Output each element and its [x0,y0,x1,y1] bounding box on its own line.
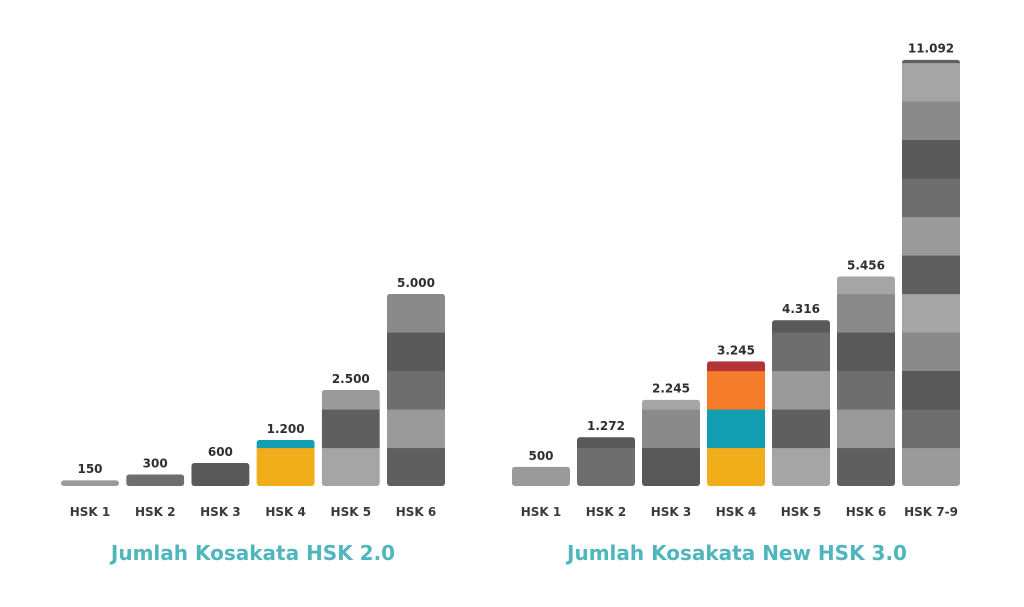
bar-hsk-7-9 [902,59,960,487]
bar-segment [902,101,960,141]
category-label-hsk-6: HSK 6 [846,505,887,519]
category-label-hsk-1: HSK 1 [521,505,562,519]
value-label-hsk-1: 150 [77,462,102,476]
category-label-hsk-4: HSK 4 [265,505,306,519]
category-label-hsk-2: HSK 2 [135,505,176,519]
value-label-hsk-3: 600 [208,445,233,459]
bar-segment [902,370,960,410]
category-label-hsk-3: HSK 3 [651,505,692,519]
bar-segment [387,370,445,410]
bar-hsk-4 [707,361,765,486]
bar-segment [902,59,960,64]
bar-segment [772,370,830,410]
bar-hsk-6 [387,293,445,486]
category-label-hsk-3: HSK 3 [200,505,241,519]
bar-segment [902,255,960,295]
value-label-hsk-5: 2.500 [332,372,370,386]
bar-segment [837,276,895,295]
value-label-hsk-2: 1.272 [587,419,625,433]
bar-segment [321,409,380,449]
bar-hsk-1 [512,466,570,487]
value-label-hsk-6: 5.456 [847,258,885,272]
bar-segment [772,447,830,486]
bar-segment [772,409,830,449]
bar-segment [902,62,960,102]
bar-hsk-2 [126,474,185,487]
bar-segment [707,361,765,372]
category-label-hsk-7-9: HSK 7-9 [904,505,958,519]
bar-segment [387,447,445,486]
bar-hsk-5 [321,389,380,486]
bar-segment [387,293,445,333]
chart-hsk-2: 150 HSK 1 300 HSK 2 600 HSK 3 1.200 HSK 4 2.500 H… [61,276,445,519]
value-label-hsk-3: 2.245 [652,382,690,396]
bar-segment [837,332,895,372]
chart-title-hsk-3: Jumlah Kosakata New HSK 3.0 [565,541,907,565]
bar-segment [837,409,895,449]
bar-hsk-5 [772,320,830,486]
bar-segment [902,216,960,256]
value-label-hsk-7-9: 11.092 [908,42,954,56]
bar-segment [577,437,635,449]
bar-hsk-6 [837,276,895,487]
bar-segment [321,447,380,486]
bar-segment [707,447,765,486]
value-label-hsk-5: 4.316 [782,302,820,316]
bar-segment [837,447,895,487]
value-label-hsk-2: 300 [143,456,168,470]
bar-segment [707,370,765,410]
bar-segment [772,320,830,333]
bar-segment [902,332,960,372]
category-label-hsk-4: HSK 4 [716,505,757,519]
category-label-hsk-6: HSK 6 [396,505,437,519]
chart-title-hsk-2: Jumlah Kosakata HSK 2.0 [109,541,395,565]
bar-hsk-2 [577,437,635,486]
value-label-hsk-6: 5.000 [397,276,435,290]
bar-segment [902,139,960,179]
category-label-hsk-5: HSK 5 [781,505,822,519]
category-label-hsk-5: HSK 5 [331,505,372,519]
bar-segment [387,332,445,372]
bar-segment [642,447,700,486]
bar-segment [387,409,445,449]
bar-hsk-4 [256,439,315,487]
bar-segment [902,293,960,333]
bar-segment [642,409,700,449]
bar-hsk-3 [191,462,250,486]
category-label-hsk-2: HSK 2 [586,505,627,519]
bar-segment [642,399,700,410]
bar-hsk-3 [642,399,700,486]
value-label-hsk-1: 500 [528,449,553,463]
chart-hsk-3: 500 HSK 1 1.272 HSK 2 2.245 HSK 3 3.245 HSK 4 4.… [512,42,960,519]
bar-segment [321,389,380,410]
bar-segment [902,178,960,218]
bar-hsk-1 [61,480,119,487]
bar-segment [707,409,765,449]
bar-segment [256,447,315,487]
bar-segment [837,293,895,333]
bar-segment [512,466,570,487]
value-label-hsk-4: 1.200 [267,422,305,436]
bar-segment [61,480,119,487]
bar-segment [837,370,895,410]
bar-segment [256,439,315,449]
bar-segment [191,462,250,486]
bar-segment [577,447,635,486]
category-label-hsk-1: HSK 1 [70,505,111,519]
bar-segment [902,409,960,449]
bar-segment [126,474,185,487]
bar-segment [902,447,960,487]
value-label-hsk-4: 3.245 [717,343,755,357]
bar-segment [772,332,830,372]
